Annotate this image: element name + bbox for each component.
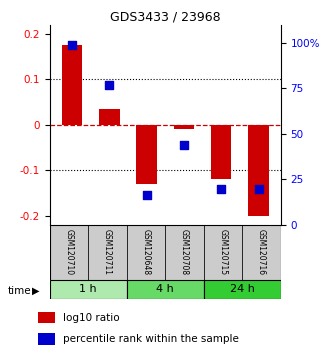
Bar [204, 225, 242, 280]
Bar [62, 45, 82, 125]
Text: percentile rank within the sample: percentile rank within the sample [63, 334, 239, 344]
Bar [248, 125, 269, 216]
Bar [38, 312, 55, 323]
Point [256, 186, 261, 192]
Bar [127, 280, 204, 299]
Text: time: time [8, 286, 32, 296]
Text: 24 h: 24 h [230, 284, 255, 295]
Point [107, 82, 112, 88]
Point [144, 192, 149, 198]
Text: 4 h: 4 h [156, 284, 174, 295]
Bar [165, 225, 204, 280]
Bar [50, 225, 88, 280]
Text: GSM120648: GSM120648 [142, 229, 151, 275]
Bar [174, 125, 194, 129]
Bar [211, 125, 231, 179]
Point [70, 42, 75, 48]
Text: 1 h: 1 h [80, 284, 97, 295]
Text: GSM120708: GSM120708 [180, 229, 189, 275]
Text: GSM120711: GSM120711 [103, 229, 112, 275]
Point [219, 186, 224, 192]
Text: ▶: ▶ [32, 286, 40, 296]
Text: log10 ratio: log10 ratio [63, 313, 120, 322]
Text: GSM120715: GSM120715 [219, 229, 228, 275]
Text: GSM120710: GSM120710 [65, 229, 74, 275]
Text: GSM120716: GSM120716 [257, 229, 266, 275]
Bar [127, 225, 165, 280]
Bar [99, 109, 120, 125]
Bar [50, 280, 127, 299]
Bar [88, 225, 127, 280]
Bar [204, 280, 281, 299]
Bar [38, 333, 55, 345]
Bar [242, 225, 281, 280]
Title: GDS3433 / 23968: GDS3433 / 23968 [110, 11, 221, 24]
Point [181, 142, 187, 148]
Bar [136, 125, 157, 184]
